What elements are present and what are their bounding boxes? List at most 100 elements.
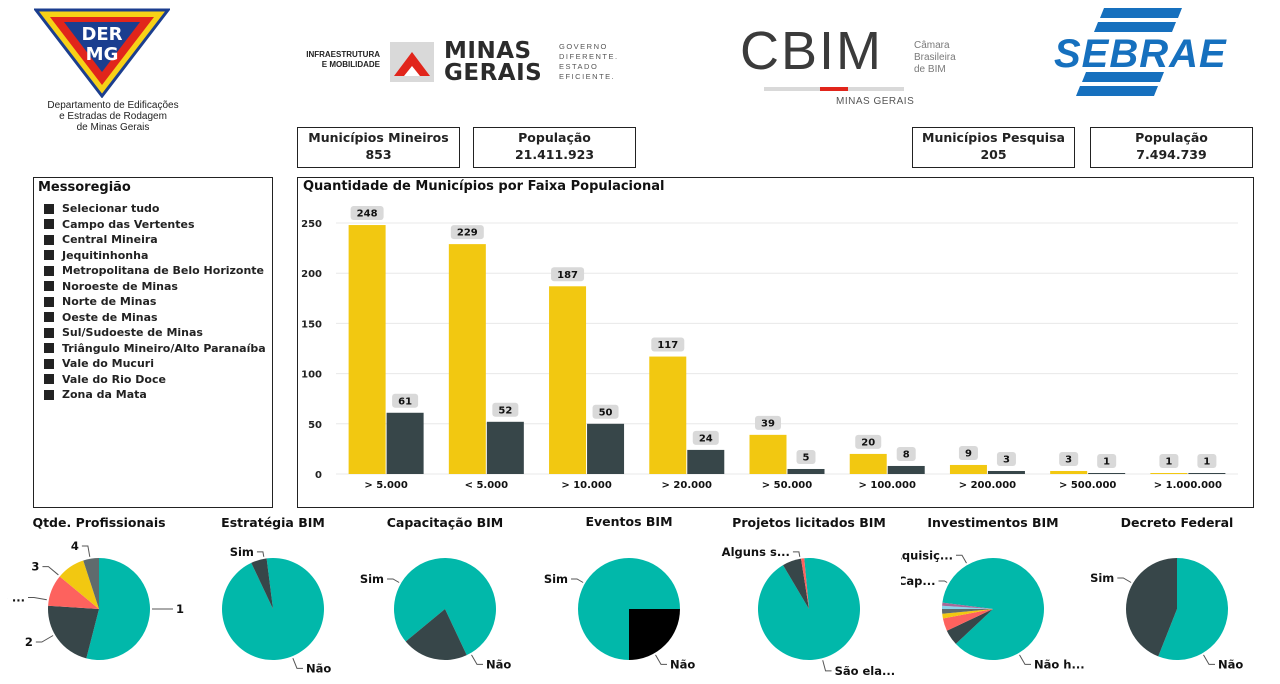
pie-slice-4[interactable] — [83, 558, 99, 609]
checkbox-icon[interactable] — [44, 343, 54, 354]
slicer-item-label: Vale do Rio Doce — [62, 372, 166, 386]
slicer-item-oeste-de-minas[interactable]: Oeste de Minas — [44, 310, 266, 326]
kpi-populacao-pesquisa[interactable]: População 7.494.739 — [1090, 127, 1253, 168]
checkbox-icon[interactable] — [44, 389, 54, 400]
data-label: 1 — [1165, 456, 1172, 467]
pie-slice-unlabeled-5[interactable] — [942, 605, 993, 609]
bar-20-000-series-1[interactable] — [649, 356, 687, 474]
bar-200-000-series-2[interactable] — [987, 470, 1025, 474]
bar-100-000-series-2[interactable] — [887, 465, 925, 474]
kpi-populacao-pesquisa-label: População — [1135, 130, 1208, 145]
bar-5-000-series-1[interactable] — [448, 244, 486, 474]
x-tick-label: > 1.000.000 — [1154, 480, 1222, 491]
bar-5-000-series-1[interactable] — [348, 225, 386, 474]
minas-slogan-line4: EFICIENTE. — [559, 72, 616, 81]
der-mg-logo: DER MG — [32, 8, 194, 138]
checkbox-icon[interactable] — [44, 281, 54, 292]
bar-10-000-series-2[interactable] — [587, 423, 625, 474]
pie-leader-line — [938, 580, 948, 583]
slicer-item-campo-das-vertentes[interactable]: Campo das Vertentes — [44, 217, 266, 233]
bar-10-000-series-1[interactable] — [549, 286, 587, 474]
pie-slice-aquisic[interactable] — [942, 609, 993, 631]
slicer-item-jequitinhonha[interactable]: Jequitinhonha — [44, 248, 266, 264]
pie-slice-nao[interactable] — [1158, 558, 1228, 660]
checkbox-icon[interactable] — [44, 234, 54, 245]
pie-slice-sim[interactable] — [251, 558, 273, 609]
pie-slice-unlabeled-4[interactable] — [942, 609, 993, 614]
bar-100-000-series-1[interactable] — [849, 453, 887, 474]
minas-infra-text: INFRAESTRUTURA E MOBILIDADE — [296, 50, 380, 70]
data-label-bg — [996, 451, 1016, 466]
pie-slice-unlabeled-6[interactable] — [942, 602, 993, 609]
bar-20-000-series-2[interactable] — [687, 449, 725, 474]
bar-5-000-series-2[interactable] — [386, 412, 424, 474]
bar-200-000-series-1[interactable] — [949, 464, 987, 474]
x-tick-label: > 200.000 — [959, 480, 1016, 491]
data-label: 39 — [761, 418, 775, 429]
bar-50-000-series-2[interactable] — [787, 468, 825, 474]
checkbox-icon[interactable] — [44, 358, 54, 369]
slicer-item-zona-da-mata[interactable]: Zona da Mata — [44, 387, 266, 403]
data-label-bg — [1159, 453, 1179, 468]
slicer-item-central-mineira[interactable]: Central Mineira — [44, 232, 266, 248]
pie-slice-5[interactable] — [48, 576, 99, 609]
kpi-municipios-mineiros[interactable]: Municípios Mineiros 853 — [297, 127, 460, 168]
slicer-item-metropolitana-de-belo-horizonte[interactable]: Metropolitana de Belo Horizonte — [44, 263, 266, 279]
data-label: 3 — [1065, 454, 1072, 465]
slicer-item-label: Vale do Mucuri — [62, 357, 154, 371]
pie-leader-line — [1203, 654, 1215, 665]
checkbox-icon[interactable] — [44, 312, 54, 323]
pie-slice-1[interactable] — [86, 558, 150, 660]
bar-50-000-series-1[interactable] — [749, 434, 787, 474]
checkbox-icon[interactable] — [44, 250, 54, 261]
checkbox-icon[interactable] — [44, 265, 54, 276]
checkbox-icon[interactable] — [44, 296, 54, 307]
kpi-municipios-pesquisa[interactable]: Municípios Pesquisa 205 — [912, 127, 1075, 168]
pie-title-investimentos-bim: Investimentos BIM — [927, 515, 1059, 530]
pie-leader-line — [655, 654, 667, 665]
pie-slice-unlabeled-3[interactable] — [942, 609, 993, 619]
kpi-populacao-mg[interactable]: População 21.411.923 — [473, 127, 636, 168]
pie-slice-sim[interactable] — [405, 609, 467, 660]
kpi-municipios-mineiros-value: 853 — [365, 147, 392, 162]
slicer-item-label: Sul/Sudoeste de Minas — [62, 326, 203, 340]
bar-500-000-series-1[interactable] — [1050, 470, 1088, 474]
pie-slice-unlabeled-1[interactable] — [783, 558, 809, 609]
der-logo-line1: DER — [81, 24, 122, 45]
slicer-item-triangulo-mineiro-alto-paranaiba[interactable]: Triângulo Mineiro/Alto Paranaíba — [44, 341, 266, 357]
minas-title-line2: GERAIS — [444, 60, 543, 86]
slicer-item-vale-do-mucuri[interactable]: Vale do Mucuri — [44, 356, 266, 372]
checkbox-icon[interactable] — [44, 219, 54, 230]
pie-slice-nao[interactable] — [394, 558, 496, 656]
y-tick-label: 100 — [301, 370, 322, 381]
checkbox-icon[interactable] — [44, 374, 54, 385]
pie-label: Sim — [230, 545, 254, 559]
sebrae-logo: SEBRAE — [1052, 6, 1242, 98]
pie-slice-sim[interactable] — [629, 609, 680, 660]
pie-slice-3[interactable] — [59, 560, 99, 609]
slicer-item-selecionar-tudo[interactable]: Selecionar tudo — [44, 201, 266, 217]
slicer-item-label: Central Mineira — [62, 233, 158, 247]
slicer-item-sul-sudoeste-de-minas[interactable]: Sul/Sudoeste de Minas — [44, 325, 266, 341]
cbim-side-line1: Câmara — [914, 40, 950, 51]
slicer-item-noroeste-de-minas[interactable]: Noroeste de Minas — [44, 279, 266, 295]
pie-slice-nao-h[interactable] — [942, 558, 1044, 660]
cbim-side-line3: de BIM — [914, 64, 946, 75]
bar-1-000-000-series-1[interactable] — [1150, 472, 1188, 474]
messoregiao-slicer: Messoregião Selecionar tudo Campo das Ver… — [33, 177, 273, 508]
sebrae-stripes-icon — [1076, 8, 1182, 96]
checkbox-icon[interactable] — [44, 203, 54, 214]
data-label-bg — [450, 225, 484, 240]
bar-500-000-series-2[interactable] — [1088, 472, 1126, 474]
bar-1-000-000-series-2[interactable] — [1188, 472, 1226, 474]
data-label-bg — [592, 404, 619, 419]
pie-label: Não h... — [1034, 657, 1085, 671]
pie-slice-2[interactable] — [48, 605, 99, 659]
pie-slice-cap[interactable] — [946, 609, 993, 644]
pie-slice-alguns-s[interactable] — [801, 558, 809, 609]
checkbox-icon[interactable] — [44, 327, 54, 338]
pie-slice-sim[interactable] — [1126, 558, 1177, 657]
bar-5-000-series-2[interactable] — [486, 421, 524, 474]
slicer-item-vale-do-rio-doce[interactable]: Vale do Rio Doce — [44, 372, 266, 388]
slicer-item-norte-de-minas[interactable]: Norte de Minas — [44, 294, 266, 310]
